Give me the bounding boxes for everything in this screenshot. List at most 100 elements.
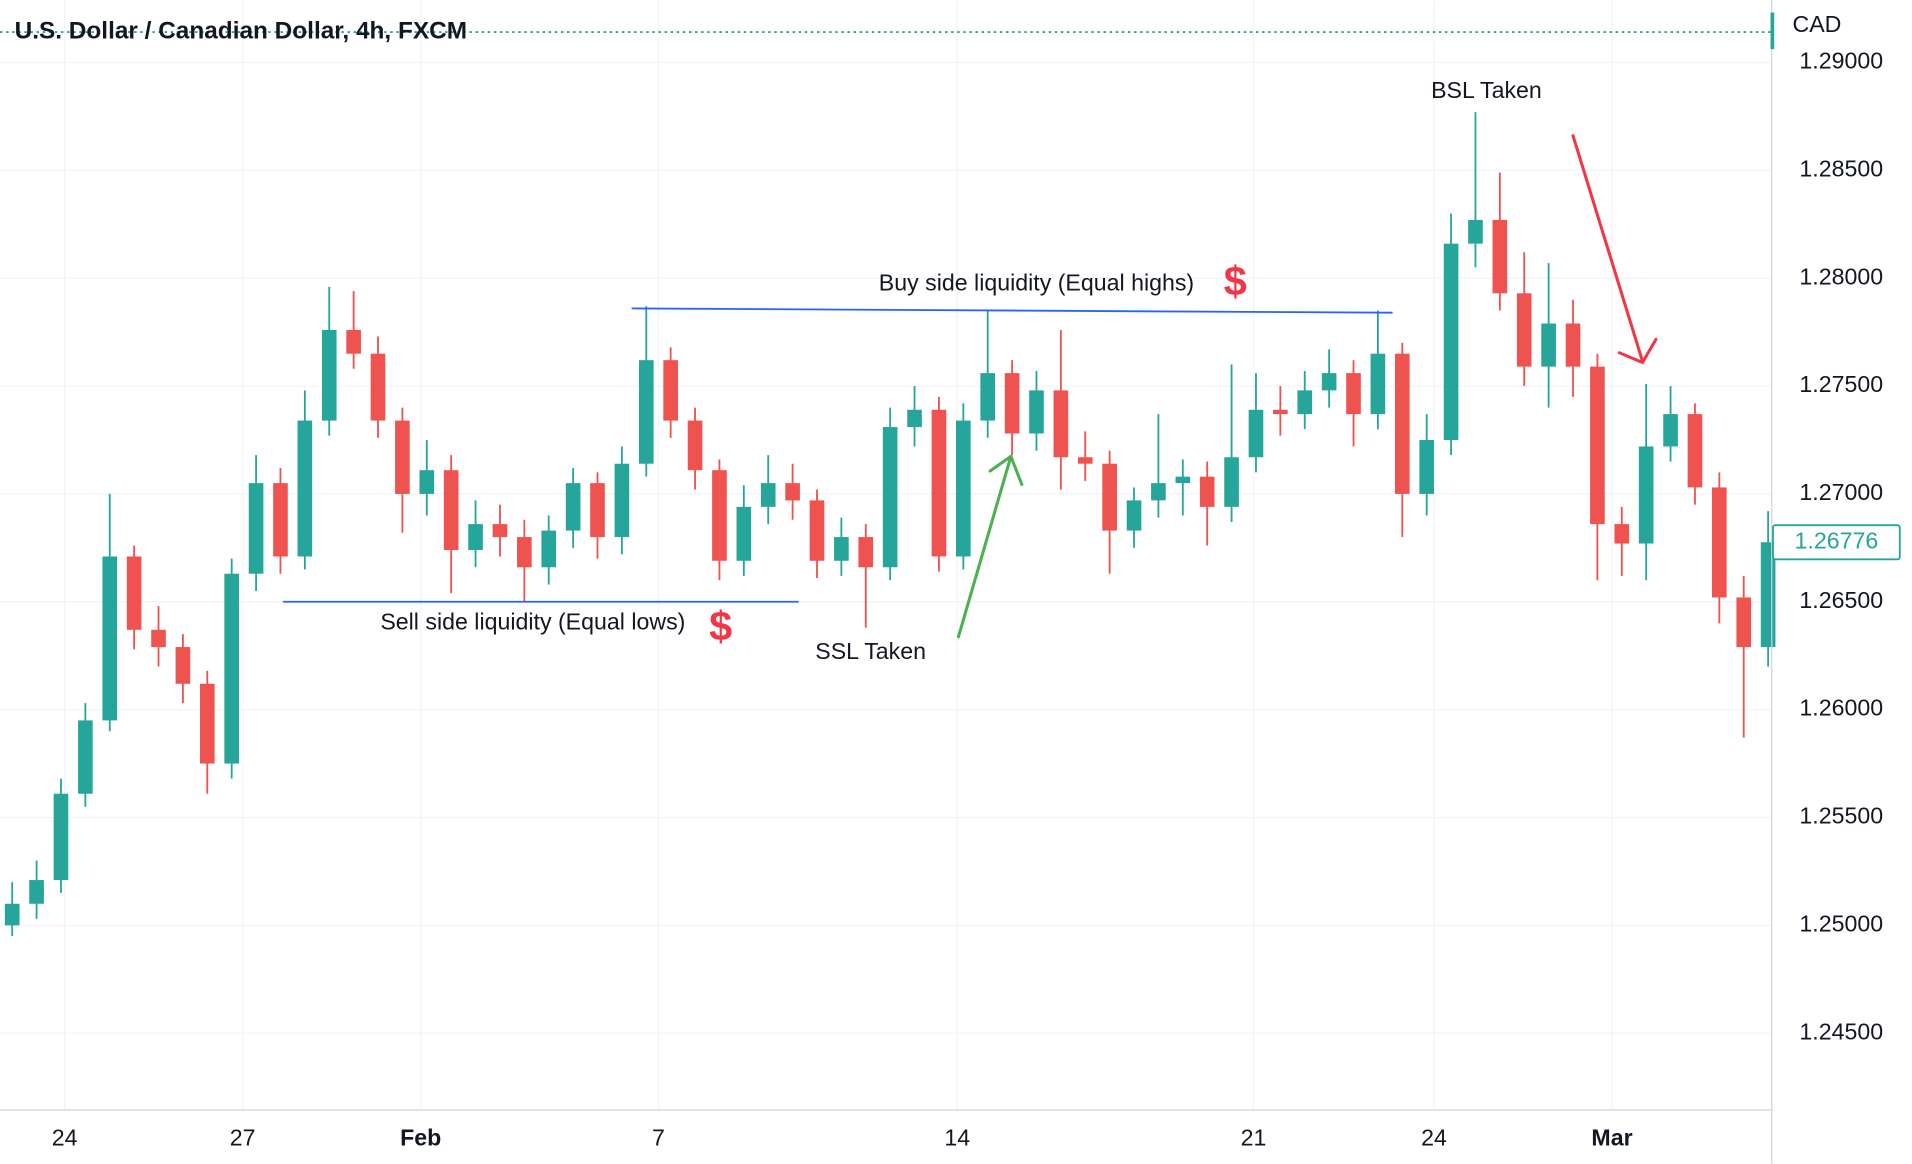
y-tick-label: 1.28500 <box>1799 155 1883 181</box>
candle-body <box>663 360 678 421</box>
y-tick-label: 1.26000 <box>1799 695 1883 721</box>
levels <box>282 307 1393 603</box>
candle-body <box>1053 390 1069 458</box>
candle-body <box>1126 500 1142 531</box>
candle-body <box>1663 414 1678 447</box>
candle-body <box>931 409 947 557</box>
liquidity-line <box>631 307 1393 314</box>
dollar-sign: $ <box>1224 257 1247 304</box>
candle-body <box>785 483 800 501</box>
candle-body <box>907 409 922 428</box>
candle-body <box>1077 457 1093 464</box>
candle-body <box>78 720 93 794</box>
candle-body <box>468 524 483 550</box>
candle-body <box>1102 463 1117 531</box>
candle-body <box>224 573 239 764</box>
candle-body <box>248 483 264 574</box>
candle-body <box>1321 373 1337 391</box>
candle-body <box>297 420 313 557</box>
x-tick-label: 27 <box>230 1124 256 1150</box>
x-tick-label: 24 <box>1421 1124 1447 1150</box>
candle-body <box>687 420 703 471</box>
candle-body <box>273 483 288 557</box>
candle-body <box>1565 323 1581 367</box>
annotation: Buy side liquidity (Equal highs) <box>879 270 1194 296</box>
candle-body <box>1273 409 1288 415</box>
candle-body <box>1638 446 1654 544</box>
candles <box>4 112 1776 937</box>
candle-body <box>395 420 410 494</box>
y-tick-label: 1.27500 <box>1799 371 1883 397</box>
candle-body <box>370 353 386 421</box>
chart-title: U.S. Dollar / Canadian Dollar, 4h, FXCM <box>15 17 467 44</box>
candle-body <box>126 556 142 630</box>
x-tick-label: Mar <box>1591 1124 1632 1150</box>
candle-body <box>151 629 166 648</box>
candle-body <box>346 329 361 354</box>
y-tick-label: 1.25000 <box>1799 910 1883 936</box>
candle-body <box>1394 353 1410 494</box>
y-tick-label: 1.26500 <box>1799 587 1883 613</box>
dollar-sign: $ <box>709 603 732 650</box>
candle-body <box>1419 439 1434 494</box>
y-tick-label: 1.28000 <box>1799 263 1883 289</box>
y-tick-label: 1.29000 <box>1799 48 1883 74</box>
candle-body <box>1151 483 1166 501</box>
y-tick-label: 1.27000 <box>1799 479 1883 505</box>
candle-body <box>882 427 898 568</box>
candle-body <box>53 793 69 881</box>
axis-marker <box>1770 12 1775 50</box>
candle-body <box>443 470 459 550</box>
candle-body <box>199 683 215 764</box>
candle-body <box>614 463 630 538</box>
last-price-box <box>1772 524 1901 561</box>
x-tick-label: 21 <box>1241 1124 1267 1150</box>
candle-body <box>1175 476 1191 484</box>
last-price-label: 1.26776 <box>1795 527 1879 553</box>
x-tick-label: 24 <box>52 1124 78 1150</box>
candle-body <box>1687 414 1703 488</box>
candle-body <box>760 483 776 507</box>
y-tick-label: 1.25500 <box>1799 803 1883 829</box>
candle-body <box>638 360 654 464</box>
candle-body <box>1712 487 1727 598</box>
candle-body <box>1541 323 1556 367</box>
candle-body <box>565 483 581 531</box>
candle-body <box>1468 219 1483 244</box>
candle-body <box>809 500 825 561</box>
candle-body <box>956 420 971 557</box>
candle-body <box>736 506 752 561</box>
candle-body <box>1370 353 1386 415</box>
annotation: BSL Taken <box>1431 77 1542 103</box>
y-tick-label: 1.24500 <box>1799 1018 1883 1044</box>
candle-body <box>541 530 557 568</box>
candle-body <box>1736 597 1752 648</box>
candle-body <box>590 483 605 538</box>
candle-body <box>834 537 849 561</box>
annotation: SSL Taken <box>815 638 926 664</box>
candle-body <box>102 556 118 721</box>
currency-label: CAD <box>1793 11 1842 37</box>
candle-body <box>1614 524 1630 544</box>
candle-body <box>1516 293 1532 367</box>
candle-body <box>492 524 508 538</box>
candle-body <box>1029 390 1044 434</box>
candle-body <box>321 329 337 421</box>
candle-body <box>980 373 996 421</box>
candle-body <box>1248 409 1264 458</box>
candle-body <box>712 470 727 561</box>
candle-body <box>1492 219 1508 294</box>
annotation: Sell side liquidity (Equal lows) <box>380 609 685 635</box>
x-tick-label: Feb <box>400 1124 441 1150</box>
candle-body <box>1199 476 1215 507</box>
candle-body <box>419 470 435 494</box>
candle-body <box>175 647 191 684</box>
candle-body <box>1590 366 1605 525</box>
candle-body <box>1004 373 1020 434</box>
x-tick-label: 7 <box>652 1124 665 1150</box>
candle-body <box>517 537 532 568</box>
candle-body <box>1443 243 1459 440</box>
